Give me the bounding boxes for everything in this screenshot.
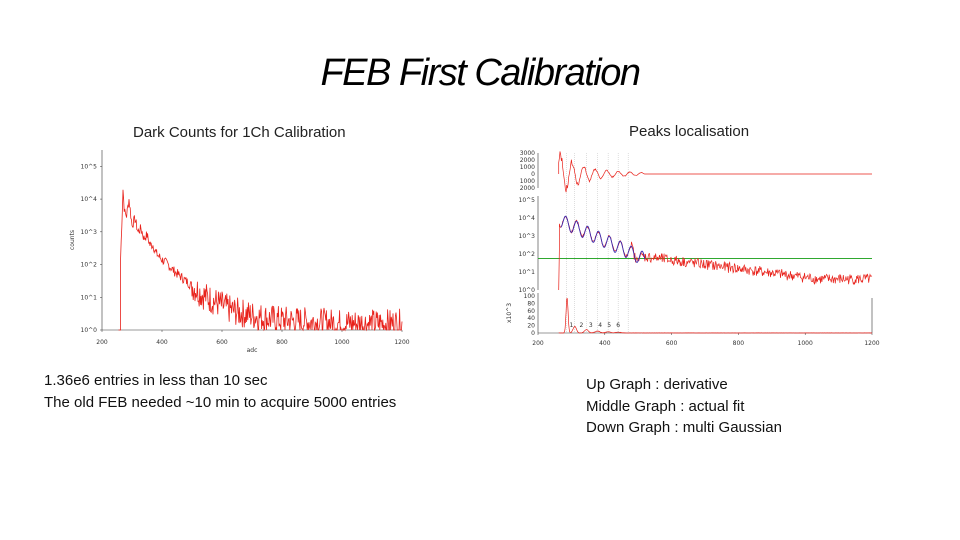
x-tick-label: 200 xyxy=(532,340,544,347)
left-note-line: The old FEB needed ~10 min to acquire 50… xyxy=(44,393,397,411)
x-tick-label: 400 xyxy=(599,340,611,347)
bottom-y-tick-label: 0 xyxy=(531,330,535,337)
middle-y-tick-label: 10^0 xyxy=(519,287,536,294)
right-chart-caption: Peaks localisation xyxy=(629,123,750,140)
left-notes: 1.36e6 entries in less than 10 sec The o… xyxy=(44,370,396,413)
x-axis-label: adc xyxy=(247,347,258,354)
middle-y-tick-label: 10^1 xyxy=(519,269,536,276)
peak-label: 6 xyxy=(616,322,620,329)
bottom-y-tick-label: 40 xyxy=(527,315,535,322)
x-tick-label: 800 xyxy=(733,340,745,347)
x-tick-label: 600 xyxy=(666,340,678,347)
x-tick-label: 600 xyxy=(216,339,228,346)
right-notes: Up Graph : derivative Middle Graph : act… xyxy=(586,374,782,439)
y-tick-label: 10^1 xyxy=(81,294,98,301)
middle-y-tick-label: 10^5 xyxy=(519,197,536,204)
x-tick-label: 1000 xyxy=(798,340,813,347)
x-tick-label: 800 xyxy=(276,339,288,346)
right-note-line: Middle Graph : actual fit xyxy=(586,397,745,415)
peak-label: 3 xyxy=(589,322,593,329)
x-tick-label: 200 xyxy=(96,339,108,346)
y-tick-label: 10^0 xyxy=(81,327,98,334)
middle-y-tick-label: 10^2 xyxy=(519,251,536,258)
derivative-series xyxy=(558,151,872,193)
bottom-y-tick-label: 80 xyxy=(527,300,535,307)
x-tick-label: 400 xyxy=(156,339,168,346)
middle-histogram-series xyxy=(558,216,873,291)
peak-label: 1 xyxy=(569,322,573,329)
top-y-tick-label: 3000 xyxy=(520,150,535,157)
peak-label: 4 xyxy=(598,322,602,329)
y-tick-label: 10^4 xyxy=(81,196,98,203)
multi-gaussian-series xyxy=(558,297,872,334)
top-y-tick-label: 1000 xyxy=(520,164,535,171)
fit-series xyxy=(560,215,646,263)
y-axis-label: counts xyxy=(69,230,76,250)
histogram-series xyxy=(118,189,403,332)
middle-y-tick-label: 10^3 xyxy=(519,233,536,240)
y-tick-label: 10^2 xyxy=(81,262,98,269)
top-y-tick-label: 0 xyxy=(531,171,535,178)
top-y-tick-label: 1000 xyxy=(520,178,535,185)
y-tick-label: 10^5 xyxy=(81,163,98,170)
peak-label: 5 xyxy=(607,322,611,329)
top-y-tick-label: 2000 xyxy=(520,157,535,164)
y-tick-label: 10^3 xyxy=(81,229,98,236)
x-tick-label: 1000 xyxy=(334,339,349,346)
slide-title: FEB First Calibration xyxy=(320,52,641,94)
right-note-line: Up Graph : derivative xyxy=(586,376,728,393)
middle-y-tick-label: 10^4 xyxy=(519,215,536,222)
peak-label: 2 xyxy=(580,322,584,329)
bottom-y-exponent: x10^3 xyxy=(506,303,513,323)
left-note-line: 1.36e6 entries in less than 10 sec xyxy=(44,372,268,389)
x-tick-label: 1200 xyxy=(394,339,409,346)
bottom-y-tick-label: 20 xyxy=(527,323,535,330)
left-chart-caption: Dark Counts for 1Ch Calibration xyxy=(133,124,346,141)
x-tick-label: 1200 xyxy=(864,340,879,347)
right-note-line: Down Graph : multi Gaussian xyxy=(586,419,782,436)
top-y-tick-label: 2000 xyxy=(520,185,535,192)
bottom-y-tick-label: 100 xyxy=(524,293,536,300)
bottom-y-tick-label: 60 xyxy=(527,308,535,315)
